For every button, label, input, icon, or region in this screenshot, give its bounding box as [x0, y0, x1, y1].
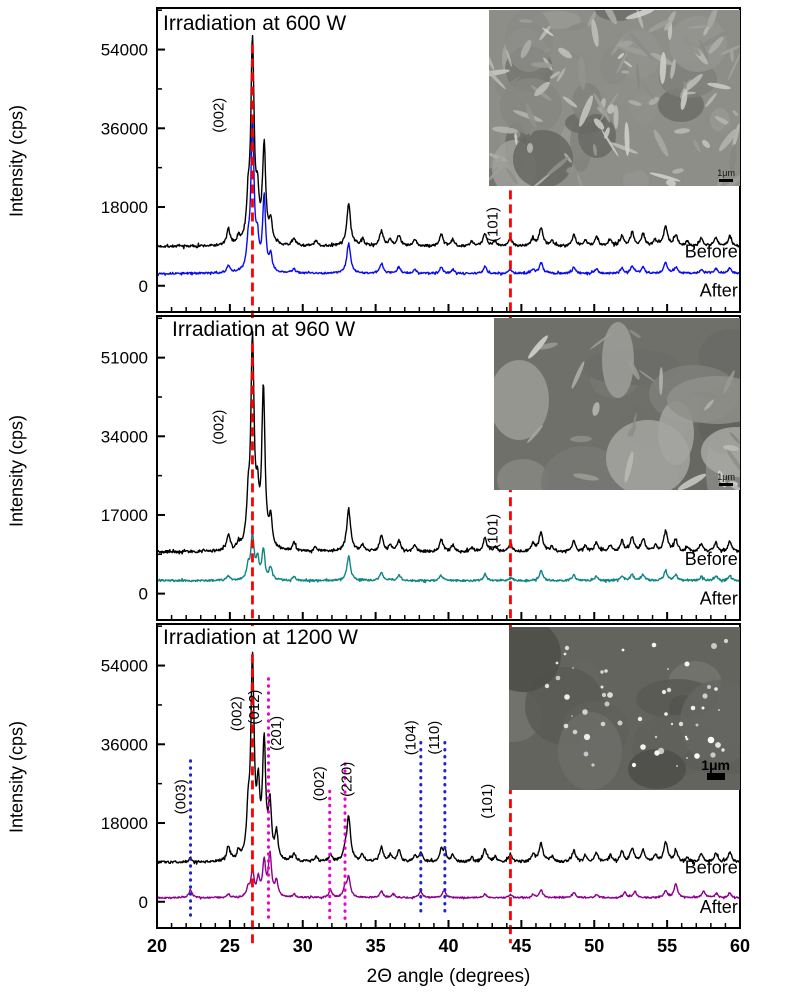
svg-text:51000: 51000	[101, 349, 148, 368]
svg-text:17000: 17000	[101, 506, 148, 525]
scale-bar-960w: 1μm	[717, 473, 735, 486]
sem-inset-960w: 1μm	[494, 318, 740, 490]
y-axis-title-1200w: Intensity (cps)	[6, 720, 27, 834]
svg-text:After: After	[700, 588, 738, 608]
scale-bar-1200w: 1μm	[701, 758, 730, 780]
scale-bar-line	[719, 179, 734, 182]
scale-bar-label: 1μm	[717, 472, 735, 482]
svg-text:(002): (002)	[210, 410, 227, 445]
svg-text:40: 40	[438, 936, 458, 956]
svg-text:36000: 36000	[101, 735, 148, 754]
svg-text:(002): (002)	[311, 766, 328, 801]
svg-text:36000: 36000	[101, 119, 148, 138]
svg-text:0: 0	[139, 893, 148, 912]
svg-text:(220): (220)	[339, 762, 356, 797]
scale-bar-line	[719, 483, 734, 486]
svg-text:30: 30	[293, 936, 313, 956]
svg-text:(003): (003)	[172, 779, 189, 814]
svg-text:45: 45	[511, 936, 531, 956]
svg-text:18000: 18000	[101, 198, 148, 217]
svg-text:(002): (002)	[210, 98, 227, 133]
svg-text:18000: 18000	[101, 814, 148, 833]
y-axis-title-600w: Intensity (cps)	[6, 104, 27, 218]
scale-bar-line	[706, 773, 725, 780]
svg-text:0: 0	[139, 277, 148, 296]
svg-text:Before: Before	[685, 241, 738, 261]
svg-text:Before: Before	[685, 857, 738, 877]
panel-title-1200w: Irradiation at 1200 W	[163, 626, 358, 649]
sem-inset-1200w: 1μm	[509, 627, 740, 790]
svg-text:(012): (012)	[246, 690, 263, 725]
svg-text:54000: 54000	[101, 41, 148, 60]
sem-inset-600w: 1μm	[489, 10, 740, 186]
svg-text:Before: Before	[685, 549, 738, 569]
svg-text:0: 0	[139, 585, 148, 604]
sem-image-1200w	[509, 627, 740, 790]
svg-text:(110): (110)	[426, 721, 443, 755]
svg-text:(002): (002)	[229, 696, 246, 731]
svg-text:50: 50	[584, 936, 604, 956]
svg-text:35: 35	[366, 936, 386, 956]
svg-text:25: 25	[220, 936, 240, 956]
panel-title-600w: Irradiation at 600 W	[163, 12, 347, 35]
svg-text:54000: 54000	[101, 657, 148, 676]
svg-text:After: After	[700, 897, 738, 917]
x-axis-title: 2Θ angle (degrees)	[366, 966, 531, 987]
svg-text:20: 20	[147, 936, 167, 956]
svg-text:34000: 34000	[101, 427, 148, 446]
svg-text:55: 55	[657, 936, 677, 956]
sem-image-960w	[494, 318, 740, 490]
scale-bar-label: 1μm	[701, 757, 730, 773]
sem-image-600w	[489, 10, 740, 186]
scale-bar-label: 1μm	[717, 168, 735, 178]
svg-text:(104): (104)	[403, 720, 420, 755]
svg-text:(101): (101)	[479, 784, 496, 819]
svg-text:(101): (101)	[484, 514, 501, 549]
svg-text:(201): (201)	[268, 716, 285, 751]
y-axis-title-960w: Intensity (cps)	[6, 414, 27, 528]
panel-title-960w: Irradiation at 960 W	[172, 318, 356, 341]
scale-bar-600w: 1μm	[717, 169, 735, 182]
svg-text:(101): (101)	[484, 207, 501, 242]
svg-text:After: After	[700, 280, 738, 300]
svg-text:60: 60	[730, 936, 750, 956]
